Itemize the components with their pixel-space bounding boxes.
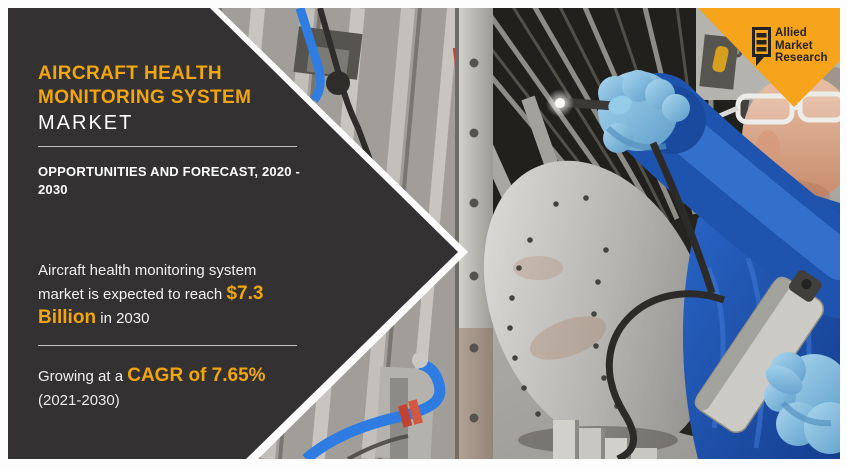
borescope-device <box>694 270 825 434</box>
divider <box>38 146 297 147</box>
cable-loop <box>605 290 726 463</box>
compressor-steps <box>518 420 678 459</box>
growth-text: Growing at a <box>38 368 128 385</box>
glove-holding-device <box>764 352 847 454</box>
cagr-highlight: CAGR of 7.65% <box>127 365 266 386</box>
forecast-subtitle: OPPORTUNITIES AND FORECAST, 2020 - 2030 <box>38 164 301 197</box>
growth-range: (2021-2030) <box>38 392 120 409</box>
logo-line: Allied <box>775 27 807 39</box>
spinner-cone <box>483 160 713 452</box>
summary-text: Aircraft health monitoring system market… <box>38 262 257 303</box>
report-title: AIRCRAFT HEALTH MONITORING SYSTEM <box>38 63 252 108</box>
bolted-rail <box>455 8 493 459</box>
amr-logo: Allied Market Research <box>752 27 828 67</box>
growth-statement: Growing at a CAGR of 7.65% (2021-2030) <box>38 364 328 413</box>
borescope-probe <box>546 89 632 117</box>
report-title-market: MARKET <box>38 112 134 134</box>
probe-cable <box>649 141 716 295</box>
market-summary: Aircraft health monitoring system market… <box>38 259 290 330</box>
divider <box>38 345 297 346</box>
panel-text: AIRCRAFT HEALTH MONITORING SYSTEM MARKET… <box>38 62 338 413</box>
summary-text-end: in 2030 <box>96 310 150 327</box>
speech-bubble-icon <box>752 27 771 66</box>
logo-line: Market <box>775 39 813 52</box>
logo-wordmark: Allied Market Research <box>775 27 828 65</box>
logo-line: Research <box>775 52 828 64</box>
